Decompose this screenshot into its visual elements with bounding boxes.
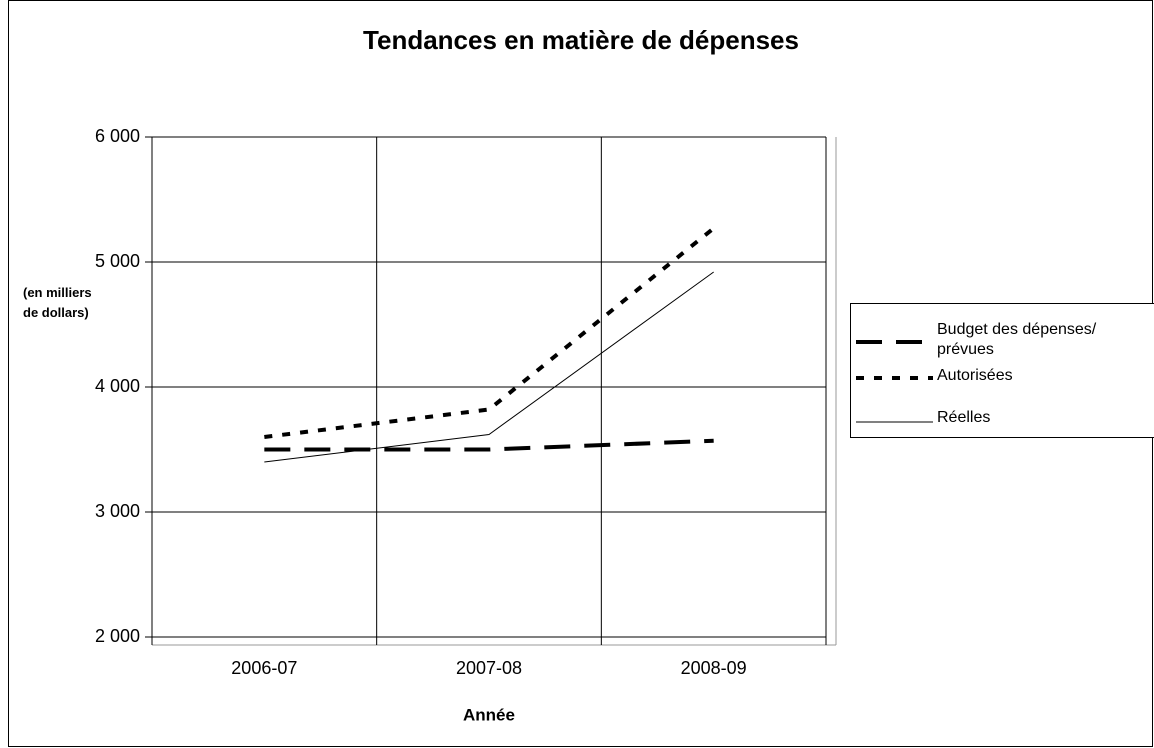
legend-label: Réelles	[937, 409, 991, 426]
series-line	[264, 271, 714, 463]
legend-label: Autorisées	[937, 367, 1013, 384]
y-tick-label: 3 000	[95, 501, 140, 521]
legend-label: Budget des dépenses/ prévues	[937, 321, 1097, 358]
y-tick-label: 5 000	[95, 251, 140, 271]
x-tick-label: 2006-07	[231, 658, 297, 678]
x-tick-label: 2008-09	[681, 658, 747, 678]
y-tick-label: 4 000	[95, 376, 140, 396]
legend-box	[850, 303, 1154, 438]
x-tick-label: 2007-08	[456, 658, 522, 678]
y-tick-label: 2 000	[95, 626, 140, 646]
series-line	[264, 438, 714, 452]
y-axis-title: (en milliers de dollars)	[23, 285, 92, 320]
series-line	[264, 226, 715, 439]
y-tick-label: 6 000	[95, 126, 140, 146]
x-axis-title: Année	[463, 705, 515, 724]
chart-title: Tendances en matière de dépenses	[363, 25, 799, 55]
